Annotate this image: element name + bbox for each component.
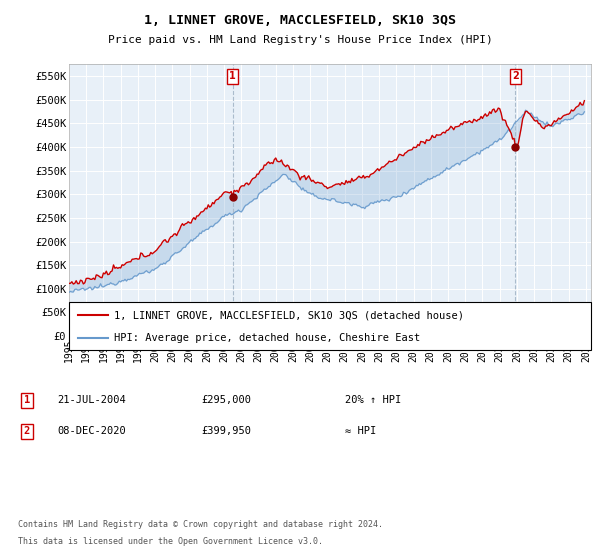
Text: HPI: Average price, detached house, Cheshire East: HPI: Average price, detached house, Ches… (114, 333, 420, 343)
Text: Contains HM Land Registry data © Crown copyright and database right 2024.: Contains HM Land Registry data © Crown c… (18, 520, 383, 529)
Text: 08-DEC-2020: 08-DEC-2020 (57, 426, 126, 436)
Text: 20% ↑ HPI: 20% ↑ HPI (345, 395, 401, 405)
Text: 1: 1 (229, 71, 236, 81)
Text: £399,950: £399,950 (201, 426, 251, 436)
Text: 2: 2 (512, 71, 519, 81)
Text: 21-JUL-2004: 21-JUL-2004 (57, 395, 126, 405)
Text: 1: 1 (24, 395, 30, 405)
Text: This data is licensed under the Open Government Licence v3.0.: This data is licensed under the Open Gov… (18, 537, 323, 546)
Text: 2: 2 (24, 426, 30, 436)
Text: ≈ HPI: ≈ HPI (345, 426, 376, 436)
Text: £295,000: £295,000 (201, 395, 251, 405)
Text: Price paid vs. HM Land Registry's House Price Index (HPI): Price paid vs. HM Land Registry's House … (107, 35, 493, 45)
Text: 1, LINNET GROVE, MACCLESFIELD, SK10 3QS (detached house): 1, LINNET GROVE, MACCLESFIELD, SK10 3QS … (114, 310, 464, 320)
Text: 1, LINNET GROVE, MACCLESFIELD, SK10 3QS: 1, LINNET GROVE, MACCLESFIELD, SK10 3QS (144, 14, 456, 27)
